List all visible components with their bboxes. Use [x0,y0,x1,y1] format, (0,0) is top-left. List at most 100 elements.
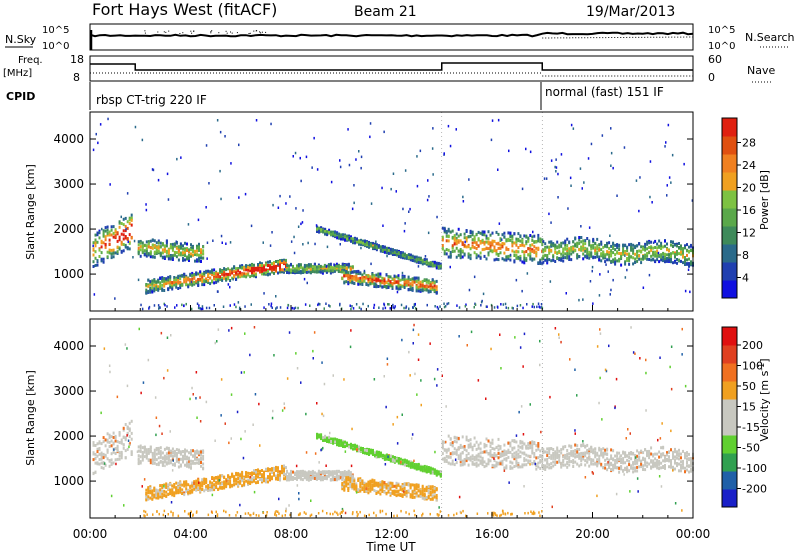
echo-cell [326,233,329,237]
echo-cell [197,278,200,281]
echo-cell [193,276,196,280]
echo-cell [348,445,350,449]
echo-cell [263,265,265,269]
echo-cell [96,447,99,451]
echo-cell [489,233,492,237]
echo-cell [333,471,336,475]
echo-cell [519,254,522,258]
echo-cell [149,447,152,451]
echo-cell [596,237,599,241]
echo-cell [175,488,178,492]
echo-cell [374,244,376,247]
echo-cell [632,243,635,247]
echo-cell [283,270,285,274]
echo-cell [347,277,350,281]
echo-speckle [497,118,500,122]
colorbar-swatch [722,208,737,227]
echo-cell [630,255,633,259]
echo-cell [203,479,206,483]
echo-speckle [350,307,352,311]
echo-speckle [504,302,507,306]
echo-cell [379,488,382,492]
echo-cell [163,289,166,292]
echo-cell [505,258,508,262]
echo-speckle [99,123,102,126]
echo-cell [161,460,164,464]
echo-cell [359,485,362,489]
echo-cell [371,486,374,490]
echo-cell [566,256,569,260]
echo-cell [439,264,442,268]
echo-cell [285,466,287,470]
echo-cell [628,243,631,247]
echo-cell [202,449,205,453]
echo-cell [281,261,283,264]
echo-cell [203,477,206,481]
echo-cell [455,255,458,259]
echo-cell [151,290,154,294]
echo-speckle [127,240,129,243]
echo-cell [124,229,127,233]
echo-cell [381,285,384,289]
echo-cell [169,283,172,286]
echo-cell [157,496,160,500]
echo-cell [153,244,156,248]
echo-cell [169,278,172,282]
echo-speckle [277,206,280,209]
echo-cell [145,291,148,295]
echo-cell [227,267,230,271]
echo-cell [686,243,688,247]
echo-cell [415,279,418,283]
echo-cell [177,250,180,254]
echo-cell [445,234,448,238]
echo-cell [596,255,599,259]
echo-cell [660,241,663,245]
echo-cell [542,240,545,244]
echo-speckle [539,306,541,309]
echo-cell [190,462,192,466]
echo-cell [229,279,232,282]
echo-cell [171,447,174,451]
echo-cell [403,483,406,487]
echo-cell [145,254,148,258]
echo-cell [153,458,156,462]
echo-cell [401,284,404,288]
echo-speckle [145,208,148,212]
echo-speckle [526,272,529,275]
echo-cell [313,267,316,271]
echo-cell [167,275,170,279]
echo-cell [373,481,376,485]
echo-cell [365,487,368,491]
nsky-outlier [248,33,250,34]
echo-cell [367,283,370,287]
echo-speckle [612,166,614,170]
noise-right-bottom-tick: 10^0 [708,41,735,52]
echo-cell [263,272,265,276]
echo-cell [297,473,300,477]
echo-cell [385,249,388,253]
echo-cell [648,258,651,261]
echo-cell [141,446,144,450]
echo-cell [351,270,354,274]
echo-cell [149,461,152,465]
echo-cell [511,240,514,244]
echo-cell [572,240,575,244]
echo-speckle [270,122,272,126]
echo-cell [116,440,119,444]
echo-cell [163,249,166,253]
echo-cell [233,265,236,269]
echo-cell [253,469,255,473]
echo-cell [126,220,129,224]
echo-speckle [330,180,333,184]
echo-cell [622,243,625,247]
echo-cell [554,250,557,254]
echo-speckle [92,148,95,152]
echo-speckle [222,305,225,308]
echo-cell [161,463,164,467]
echo-speckle [642,286,645,289]
echo-cell [169,482,172,486]
echo-cell [570,252,573,256]
echo-cell [425,260,428,264]
echo-cell [92,247,95,251]
echo-speckle [367,304,369,308]
